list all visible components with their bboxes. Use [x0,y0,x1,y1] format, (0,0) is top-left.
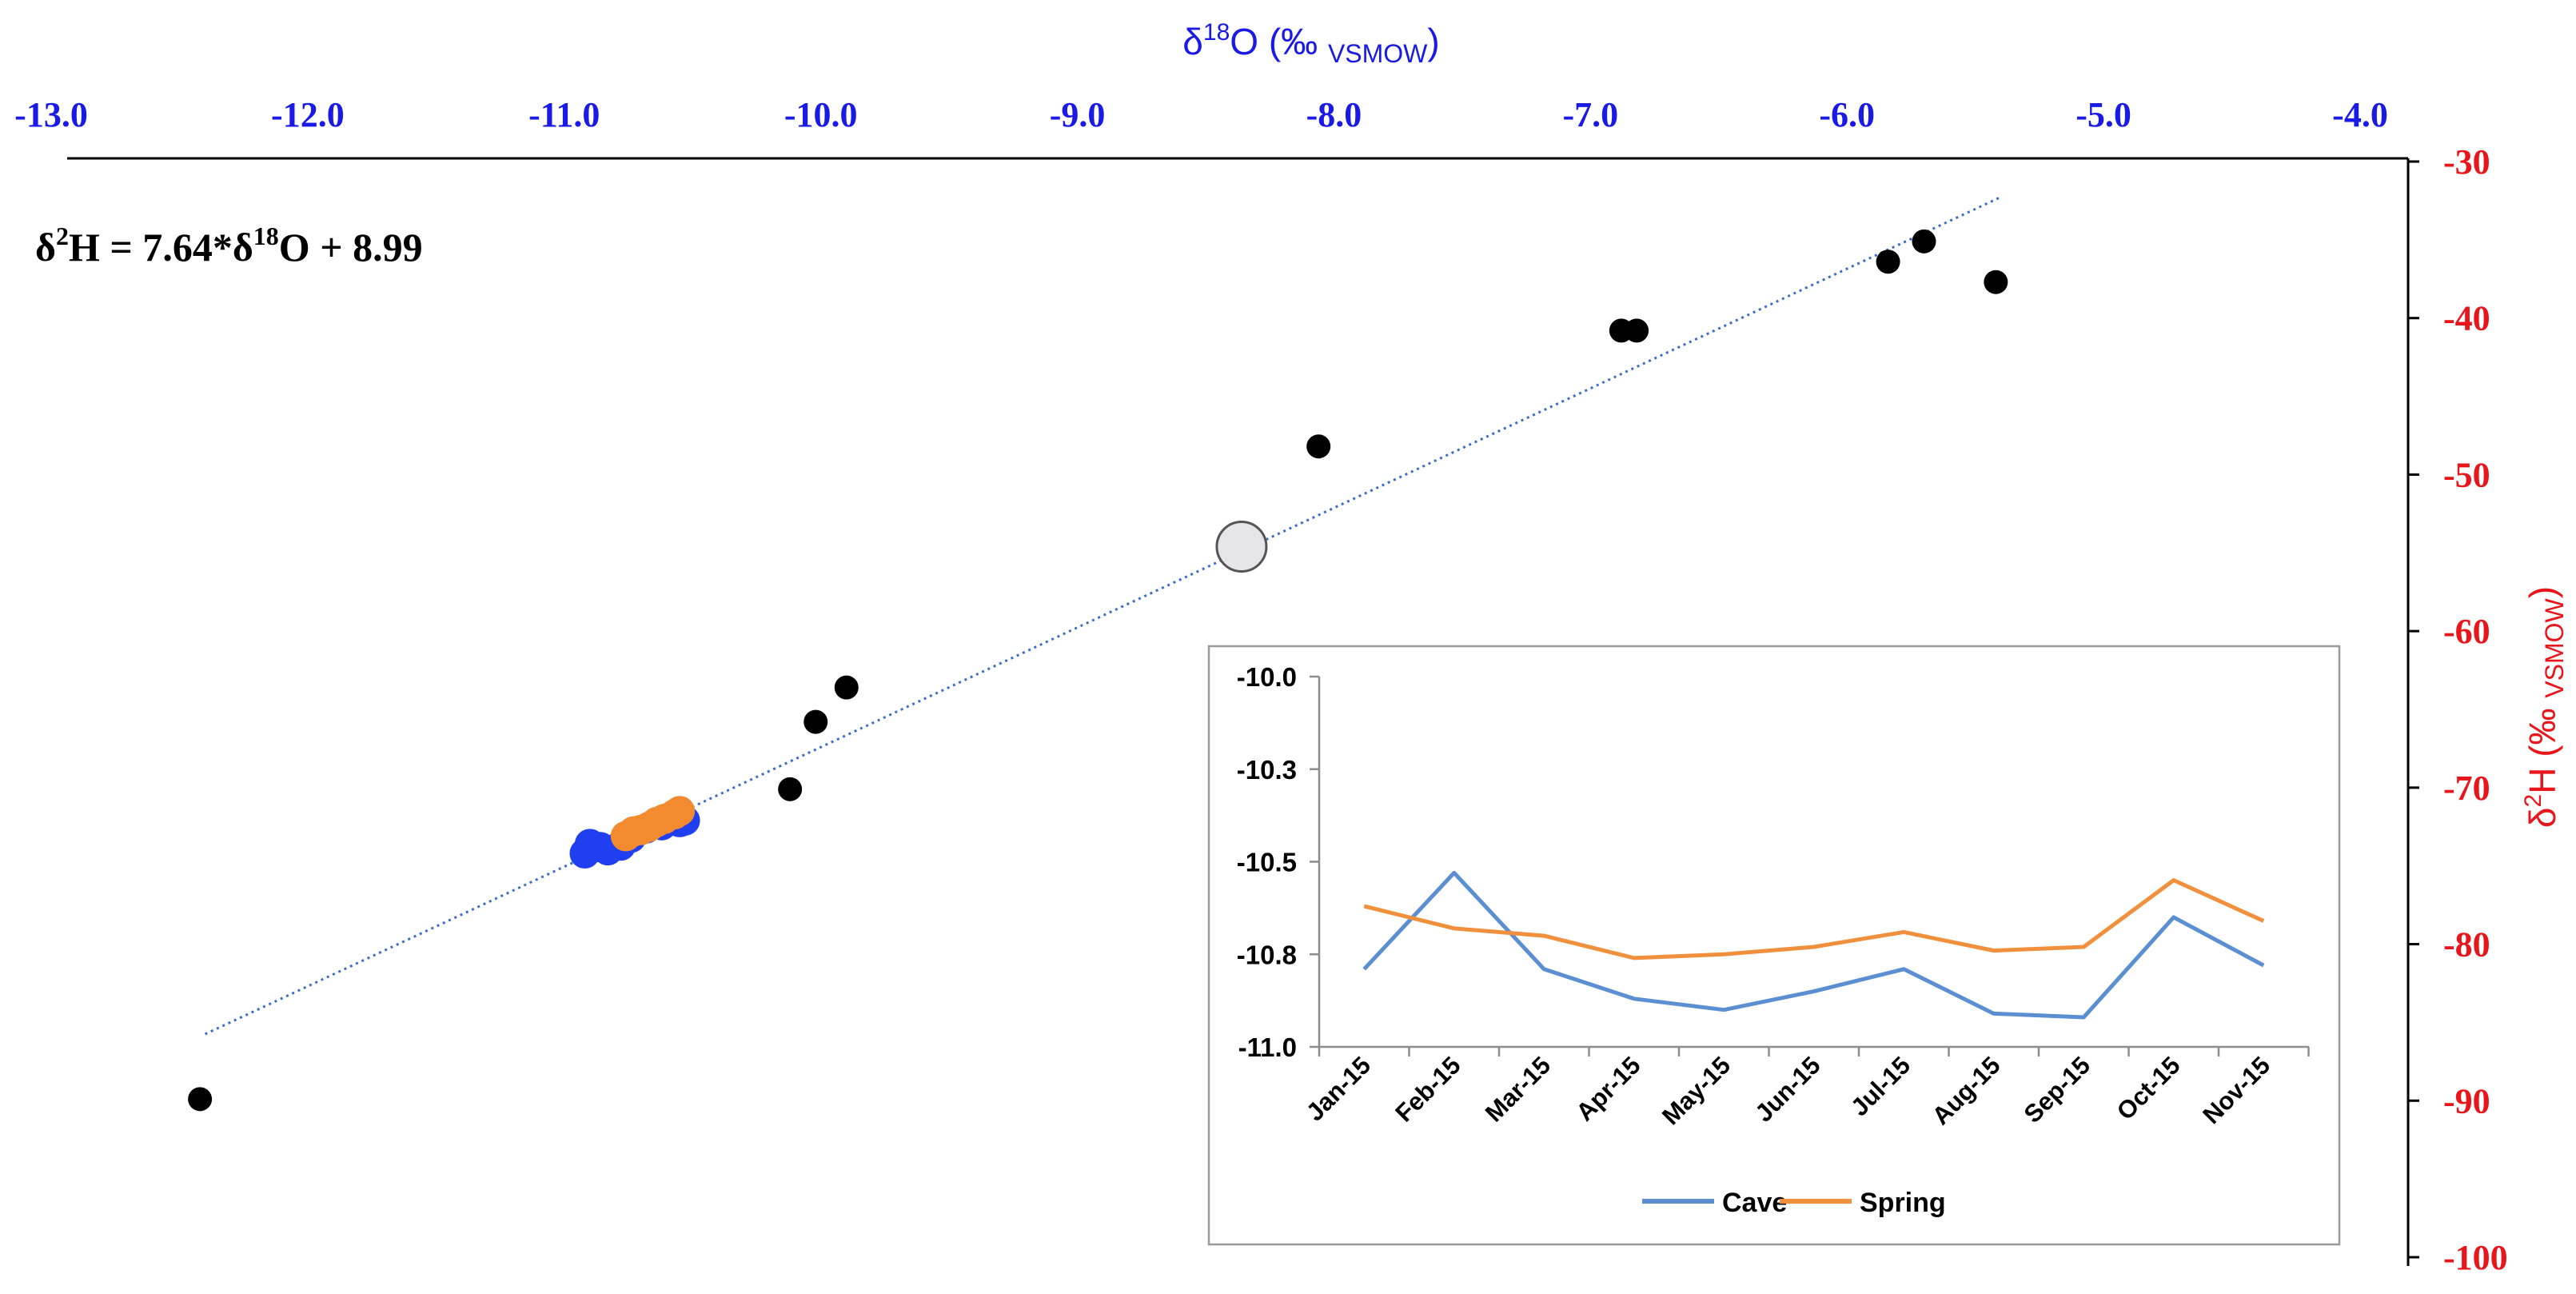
inset-series-lines [1362,870,2265,1020]
y-axis-title: δ2H (‰ VSMOW) [2520,586,2569,828]
spring-series-line [1363,878,2265,961]
y-tick-label: -90 [2443,1081,2490,1120]
y-axis-title-end: ) [2522,586,2563,598]
spring-point [664,796,696,827]
x-axis-title-end: ) [1427,21,1439,62]
x-axis-title-sub: VSMOW [1328,39,1428,68]
x-axis-title: δ18O (‰ VSMOW) [1182,19,1439,68]
equation-rhs-sup: 18 [253,222,279,250]
x-tick-labels: -13.0 -12.0 -11.0 -10.0 -9.0 -8.0 -7.0 -6.0 -5.0… [14,95,2388,134]
inset-frame [1207,645,2341,1246]
inset-y-tick-label: -10.0 [1237,662,1297,692]
regression-equation: δ2H = 7.64*δ18O + 8.99 [35,222,423,270]
precipitation-point [834,675,859,700]
equation-lhs-base: δ [35,225,56,270]
x-tick-label: -7.0 [1563,95,1619,134]
y-tick-label: -50 [2443,455,2490,494]
precipitation-point [1984,270,2008,294]
precipitation-point [188,1087,213,1112]
y-tick-labels: -30 -40 -50 -60 -70 -80 -90 -100 [2443,142,2508,1277]
legend-spring-label: Spring [1860,1188,1946,1218]
y-tick-label: -40 [2443,299,2490,338]
inset-tick-marks [1310,675,2310,1056]
inset-legend: Cave Spring [1642,1188,1946,1218]
x-tick-label: -12.0 [271,95,345,134]
y-axis-title-base: δ [2522,807,2563,828]
regression-trendline [204,195,2002,1036]
y-tick-label: -70 [2443,769,2490,808]
precipitation-point [1306,434,1331,459]
legend-cave-label: Cave [1722,1188,1787,1218]
equation-lhs-sup: 2 [56,222,69,250]
equation-rhs-rest: O + 8.99 [279,225,423,270]
precipitation-point [778,777,803,801]
x-tick-label: -5.0 [2076,95,2131,134]
scatter-points [188,229,2008,1112]
y-axis-title-rest: H (‰ [2522,698,2563,794]
y-tick-label: -80 [2443,925,2490,965]
precipitation-point [1912,229,1936,254]
y-tick-label: -100 [2443,1238,2508,1277]
precipitation-point [1625,318,1649,343]
inset-y-tick-label: -11.0 [1238,1032,1297,1062]
inset-y-tick-label: -10.5 [1237,848,1297,877]
inset-y-tick-labels: -10.0 -10.3 -10.5 -10.8 -11.0 [1237,662,1297,1062]
x-tick-label: -9.0 [1050,95,1106,134]
x-tick-label: -4.0 [2332,95,2388,134]
y-tick-marks [2408,160,2419,1259]
cave-series-line [1362,870,2265,1020]
x-tick-label: -6.0 [1819,95,1875,134]
trendline-layer [204,195,2002,1036]
x-axis-title-base: δ [1182,21,1203,62]
y-tick-label: -30 [2443,142,2490,182]
equation-lhs-rest: H = 7.64*δ [69,225,253,270]
x-axis-title-rest: O (‰ [1230,21,1328,62]
precipitation-point [1876,250,1900,274]
x-axis-title-sup: 18 [1203,19,1230,46]
inset-y-tick-label: -10.3 [1237,755,1297,785]
inset-y-tick-label: -10.8 [1237,940,1297,969]
x-tick-label: -8.0 [1306,95,1362,134]
x-tick-label: -10.0 [784,95,858,134]
y-tick-label: -60 [2443,612,2490,651]
mean-point [1215,520,1268,573]
x-tick-label: -11.0 [528,95,600,134]
precipitation-point [804,709,828,734]
y-axis-title-sub: VSMOW [2540,597,2569,697]
y-axis-title-sup: 2 [2520,794,2546,808]
x-tick-label: -13.0 [14,95,88,134]
